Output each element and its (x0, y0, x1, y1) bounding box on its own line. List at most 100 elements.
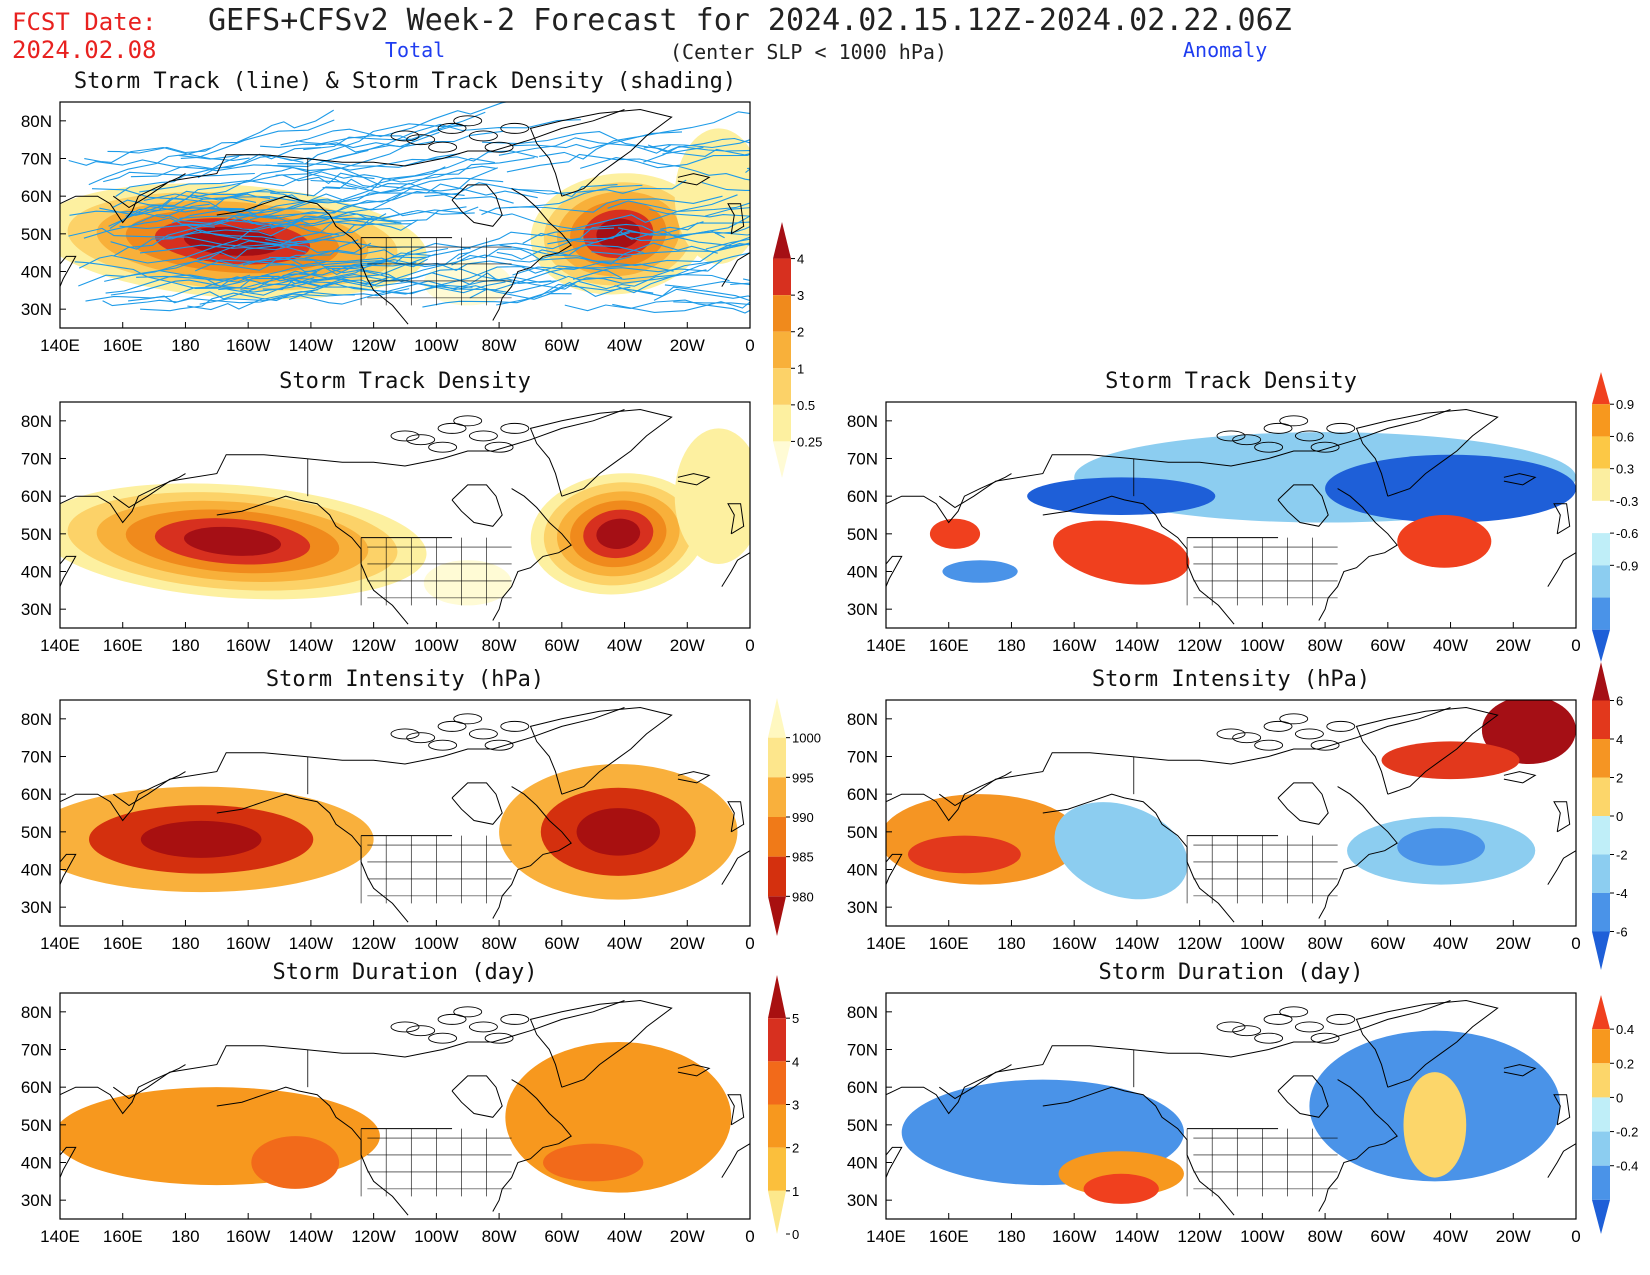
lon-tick-label: 140W (1115, 636, 1159, 655)
colorbar-duration_total: 5 4 3 2 1 0 (768, 975, 799, 1242)
lon-tick-label: 60W (544, 336, 579, 355)
lon-tick-label: 160E (103, 636, 143, 655)
lat-tick-label: 80N (847, 412, 878, 431)
lon-tick-label: 40W (1433, 1227, 1468, 1246)
panel-title: Storm Duration (day) (273, 960, 538, 985)
lon-tick-label: 140E (866, 1227, 906, 1246)
colorbar-label: -0.2 (1616, 1125, 1638, 1140)
lat-tick-label: 50N (21, 823, 52, 842)
lat-tick-label: 50N (21, 525, 52, 544)
map-panel-intensity_total: 80N 70N 60N 50N 40N 30N 140E 160E 180 160W 140W 120… (21, 667, 755, 953)
colorbar-label: -0.4 (1616, 1159, 1638, 1174)
colorbar-label: 1000 (792, 731, 821, 746)
lon-tick-label: 0 (1571, 636, 1580, 655)
lon-tick-label: 160E (929, 934, 969, 953)
anomaly-label: Anomaly (1183, 38, 1268, 62)
lat-tick-label: 60N (847, 785, 878, 804)
colorbar-swatch (768, 777, 786, 817)
colorbar-duration_anom: 0.4 0.2 0 -0.2 -0.4 (1592, 995, 1638, 1234)
lat-tick-label: 80N (21, 710, 52, 729)
lat-tick-label: 30N (21, 898, 52, 917)
colorbar-label: 4 (1616, 732, 1623, 747)
panel-title: Storm Track (line) & Storm Track Density… (74, 69, 736, 94)
colorbar-label: 0.5 (797, 398, 815, 413)
panel-title: Storm Track Density (279, 369, 531, 394)
lon-tick-label: 140W (289, 636, 333, 655)
lon-tick-label: 140W (289, 336, 333, 355)
colorbar-swatch (773, 258, 791, 296)
lon-tick-label: 40W (1433, 636, 1468, 655)
colorbar-label: -0.3 (1616, 494, 1638, 509)
lon-tick-label: 160W (226, 934, 270, 953)
colorbar-swatch (1592, 629, 1610, 662)
lat-tick-label: 30N (847, 898, 878, 917)
lon-tick-label: 180 (997, 636, 1025, 655)
lat-tick-label: 50N (21, 225, 52, 244)
lon-tick-label: 60W (544, 636, 579, 655)
colorbar-label: -4 (1616, 886, 1628, 901)
lat-tick-label: 80N (847, 710, 878, 729)
colorbar-swatch (1592, 372, 1610, 405)
colorbar-label: 3 (792, 1098, 799, 1113)
colorbar-label: 4 (797, 252, 804, 267)
lat-tick-label: 60N (21, 187, 52, 206)
colorbar-swatch (768, 1147, 786, 1191)
lon-tick-label: 140E (40, 336, 80, 355)
colorbar-label: 0.4 (1616, 1022, 1634, 1037)
lat-tick-label: 30N (847, 1191, 878, 1210)
lat-tick-label: 80N (21, 1003, 52, 1022)
lat-tick-label: 30N (21, 300, 52, 319)
colorbar-swatch (768, 1104, 786, 1148)
lat-tick-label: 50N (847, 525, 878, 544)
lon-tick-label: 20W (670, 336, 705, 355)
lon-tick-label: 120W (351, 934, 395, 953)
colorbar-swatch (768, 698, 786, 738)
lon-tick-label: 180 (171, 336, 199, 355)
colorbar-swatch (1592, 1029, 1610, 1064)
lon-tick-label: 20W (1496, 934, 1531, 953)
map-panel-duration_total: 80N 70N 60N 50N 40N 30N 140E 160E 180 160W 140W 120… (21, 960, 755, 1246)
lat-tick-label: 30N (847, 600, 878, 619)
panel-title: Storm Duration (day) (1099, 960, 1364, 985)
lat-tick-label: 40N (21, 861, 52, 880)
colorbar-label: -6 (1616, 925, 1628, 940)
lon-tick-label: 180 (171, 1227, 199, 1246)
lon-tick-label: 140W (1115, 1227, 1159, 1246)
lat-tick-label: 50N (847, 823, 878, 842)
lon-tick-label: 80W (482, 636, 517, 655)
colorbar-swatch (1592, 404, 1610, 437)
colorbar-label: 5 (792, 1011, 799, 1026)
lat-tick-label: 80N (21, 412, 52, 431)
colorbar-swatch (773, 295, 791, 332)
lon-tick-label: 40W (607, 636, 642, 655)
colorbar-label: 3 (797, 288, 804, 303)
lon-tick-label: 140E (40, 934, 80, 953)
colorbar-density_total: 4 3 2 1 0.5 0.25 (773, 222, 822, 478)
colorbar-swatch (1592, 436, 1610, 469)
lon-tick-label: 160W (226, 336, 270, 355)
lon-tick-label: 100W (414, 636, 458, 655)
colorbar-swatch (1592, 777, 1610, 816)
lon-tick-label: 100W (414, 336, 458, 355)
lat-tick-label: 40N (847, 1154, 878, 1173)
lon-tick-label: 60W (1370, 934, 1405, 953)
map-panel-intensity_anom: 80N 70N 60N 50N 40N 30N 140E 160E 180 160W 140W 120… (847, 667, 1581, 953)
colorbar-swatch (1592, 1097, 1610, 1132)
lat-tick-label: 40N (847, 563, 878, 582)
colorbar-swatch (773, 404, 791, 442)
colorbar-label: 6 (1616, 694, 1623, 709)
lon-tick-label: 100W (1240, 636, 1284, 655)
colorbar-swatch (768, 1061, 786, 1105)
lon-tick-label: 180 (171, 934, 199, 953)
lat-tick-label: 50N (21, 1116, 52, 1135)
lon-tick-label: 40W (607, 934, 642, 953)
lon-tick-label: 0 (745, 636, 754, 655)
lat-tick-label: 70N (21, 150, 52, 169)
colorbar-swatch (768, 1190, 786, 1234)
lat-tick-label: 80N (847, 1003, 878, 1022)
colorbar-swatch (1592, 1199, 1610, 1234)
lon-tick-label: 140W (289, 934, 333, 953)
lon-tick-label: 0 (745, 934, 754, 953)
map-panel-density_anom: 80N 70N 60N 50N 40N 30N 140E 160E 180 160W 140W 120… (847, 369, 1581, 655)
lon-tick-label: 60W (1370, 636, 1405, 655)
